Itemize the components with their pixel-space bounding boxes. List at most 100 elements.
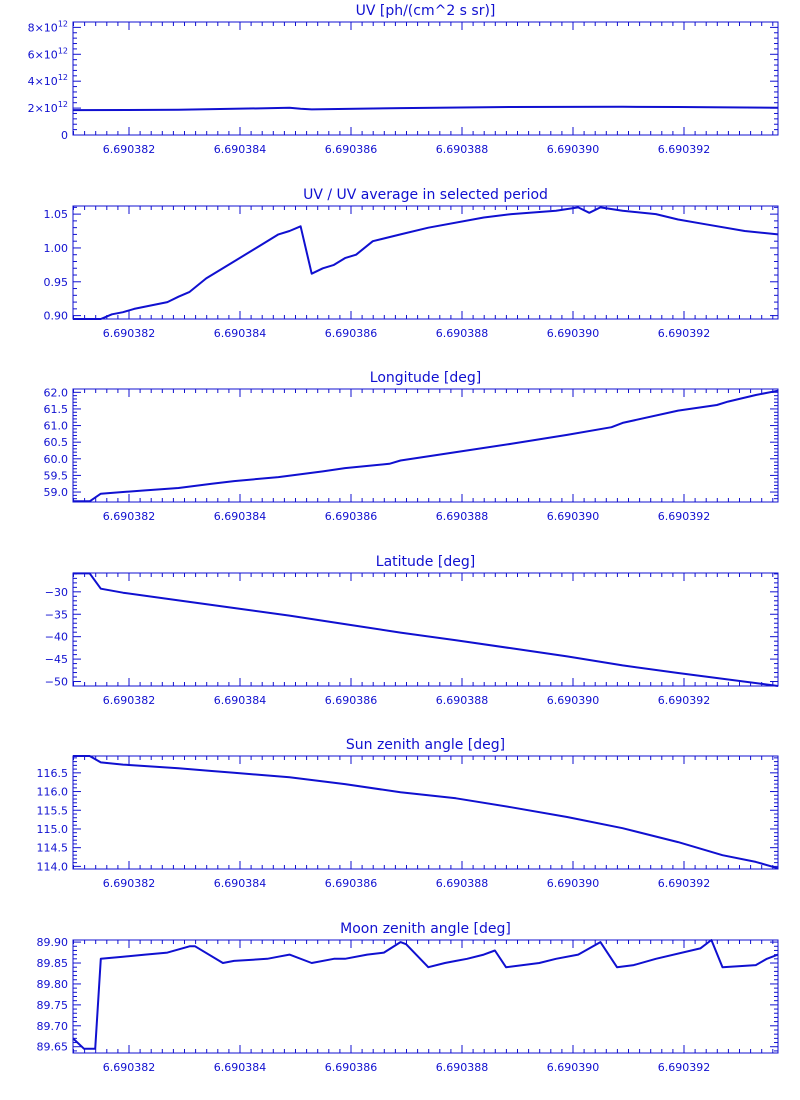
x-tick-label: 6.690386 xyxy=(325,510,378,523)
y-tick-base: 0 xyxy=(61,129,68,142)
plot-frame xyxy=(72,21,779,136)
plot-frame xyxy=(72,388,779,503)
y-tick-base: 89.80 xyxy=(37,978,69,991)
y-tick-label: 0 xyxy=(61,129,68,142)
x-tick-label: 6.690384 xyxy=(214,877,267,890)
y-tick-base: 114.0 xyxy=(37,860,69,873)
y-tick-base: 4×10 xyxy=(28,75,58,88)
chart-title: Latitude [deg] xyxy=(376,554,475,570)
y-tick-exponent: 12 xyxy=(58,73,68,82)
y-tick-label: 89.65 xyxy=(37,1041,69,1054)
x-tick-label: 6.690390 xyxy=(547,694,600,707)
y-tick-label: 114.5 xyxy=(37,842,69,855)
chart-panel-3: Longitude [deg] 6.690382 6.690384 6.690386 6… xyxy=(44,370,779,523)
y-tick-exponent: 12 xyxy=(58,100,68,109)
y-tick-label: 61.0 xyxy=(44,420,69,433)
x-tick-label: 6.690388 xyxy=(436,694,489,707)
x-tick-label: 6.690386 xyxy=(325,1061,378,1074)
y-tick-label: −45 xyxy=(45,653,68,666)
x-tick-label: 6.690392 xyxy=(658,694,711,707)
series-line xyxy=(73,572,779,687)
y-tick-label: 0.90 xyxy=(44,310,69,323)
x-tick-label: 6.690382 xyxy=(103,143,156,156)
y-tick-base: 59.5 xyxy=(44,469,69,482)
chart-panel-2: UV / UV average in selected period 6.6903… xyxy=(44,187,779,340)
x-tick-label: 6.690386 xyxy=(325,327,378,340)
x-tick-label: 6.690390 xyxy=(547,1061,600,1074)
y-tick-base: 6×10 xyxy=(28,48,58,61)
y-tick-base: 89.85 xyxy=(37,957,69,970)
x-tick-label: 6.690390 xyxy=(547,327,600,340)
y-tick-label: 2×1012 xyxy=(28,100,68,115)
x-tick-label: 6.690384 xyxy=(214,327,267,340)
y-tick-base: 115.5 xyxy=(37,804,69,817)
y-tick-base: 61.0 xyxy=(44,420,69,433)
y-tick-label: 60.0 xyxy=(44,453,69,466)
x-tick-label: 6.690390 xyxy=(547,877,600,890)
y-tick-label: −30 xyxy=(45,586,68,599)
y-tick-label: 114.0 xyxy=(37,860,69,873)
x-tick-label: 6.690384 xyxy=(214,694,267,707)
y-tick-label: 115.0 xyxy=(37,823,69,836)
x-tick-label: 6.690388 xyxy=(436,1061,489,1074)
x-tick-label: 6.690392 xyxy=(658,877,711,890)
y-tick-label: 62.0 xyxy=(44,386,69,399)
y-tick-label: −50 xyxy=(45,676,68,689)
y-tick-base: 89.90 xyxy=(37,936,69,949)
y-tick-base: −30 xyxy=(45,586,68,599)
x-tick-label: 6.690384 xyxy=(214,510,267,523)
x-tick-label: 6.690388 xyxy=(436,877,489,890)
y-tick-base: 114.5 xyxy=(37,842,69,855)
x-tick-label: 6.690390 xyxy=(547,143,600,156)
y-tick-exponent: 12 xyxy=(58,46,68,55)
x-tick-label: 6.690392 xyxy=(658,327,711,340)
y-tick-label: 116.5 xyxy=(37,767,69,780)
x-tick-label: 6.690392 xyxy=(658,1061,711,1074)
y-tick-base: 1.05 xyxy=(44,208,69,221)
x-tick-label: 6.690382 xyxy=(103,510,156,523)
y-tick-label: 8×1012 xyxy=(28,19,68,34)
y-tick-label: 59.0 xyxy=(44,486,69,499)
y-tick-base: 60.5 xyxy=(44,436,69,449)
chart-panel-5: Sun zenith angle [deg] 6.690382 6.690384 6.… xyxy=(37,737,779,890)
y-tick-base: 8×10 xyxy=(28,21,58,34)
chart-panel-1: UV [ph/(cm^2 s sr)] 6.690382 6.690384 6.690… xyxy=(28,3,779,156)
y-tick-label: 89.75 xyxy=(37,999,69,1012)
series-line xyxy=(73,755,779,870)
y-tick-base: 61.5 xyxy=(44,403,69,416)
y-tick-base: −45 xyxy=(45,653,68,666)
plot-frame xyxy=(72,572,779,687)
x-tick-label: 6.690384 xyxy=(214,1061,267,1074)
y-tick-base: 0.95 xyxy=(44,276,69,289)
y-tick-label: 116.0 xyxy=(37,786,69,799)
x-tick-label: 6.690388 xyxy=(436,143,489,156)
y-tick-label: 89.80 xyxy=(37,978,69,991)
y-tick-base: 59.0 xyxy=(44,486,69,499)
y-tick-label: 60.5 xyxy=(44,436,69,449)
x-tick-label: 6.690388 xyxy=(436,510,489,523)
y-tick-label: 61.5 xyxy=(44,403,69,416)
plot-frame xyxy=(72,755,779,870)
y-tick-base: 89.75 xyxy=(37,999,69,1012)
x-tick-label: 6.690392 xyxy=(658,143,711,156)
y-tick-label: −35 xyxy=(45,608,68,621)
chart-panel-6: Moon zenith angle [deg] 6.690382 6.690384 6… xyxy=(37,921,779,1074)
x-tick-label: 6.690386 xyxy=(325,694,378,707)
y-tick-label: 89.90 xyxy=(37,936,69,949)
y-tick-label: 6×1012 xyxy=(28,46,68,61)
plot-frame xyxy=(72,939,779,1054)
x-tick-label: 6.690392 xyxy=(658,510,711,523)
chart-title: UV / UV average in selected period xyxy=(303,187,548,203)
y-tick-base: −50 xyxy=(45,676,68,689)
y-tick-label: 1.00 xyxy=(44,242,69,255)
y-tick-base: 116.0 xyxy=(37,786,69,799)
x-tick-label: 6.690382 xyxy=(103,327,156,340)
y-tick-label: 115.5 xyxy=(37,804,69,817)
x-tick-label: 6.690386 xyxy=(325,877,378,890)
y-tick-base: 89.65 xyxy=(37,1041,69,1054)
x-tick-label: 6.690382 xyxy=(103,1061,156,1074)
y-tick-label: 89.85 xyxy=(37,957,69,970)
y-tick-base: 89.70 xyxy=(37,1020,69,1033)
y-tick-base: −40 xyxy=(45,631,68,644)
